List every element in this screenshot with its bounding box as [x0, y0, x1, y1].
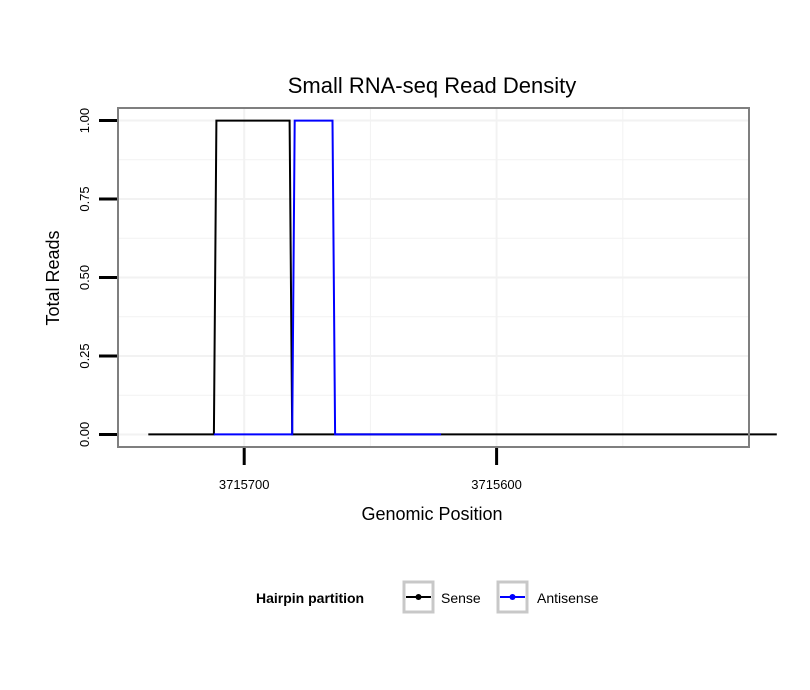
x-tick-label: 3715600	[471, 477, 522, 492]
y-axis: 0.00 0.25 0.50 0.75 1.00	[77, 108, 117, 447]
plot-panel-border	[117, 107, 750, 448]
y-tick-label: 1.00	[77, 108, 92, 133]
y-tick-label: 0.25	[77, 343, 92, 368]
x-axis: 3715700 3715600	[219, 448, 522, 492]
series-line-antisense	[213, 119, 442, 436]
y-axis-title: Total Reads	[43, 230, 63, 325]
y-tick-label: 0.50	[77, 265, 92, 290]
legend-title: Hairpin partition	[256, 590, 364, 606]
chart-title: Small RNA-seq Read Density	[288, 73, 577, 98]
legend-label-antisense: Antisense	[537, 590, 599, 606]
series-group	[148, 119, 777, 436]
legend-item-antisense: Antisense	[496, 580, 599, 614]
legend-label-sense: Sense	[441, 590, 481, 606]
legend: Hairpin partition Sense Antisense	[256, 580, 599, 614]
legend-item-sense: Sense	[402, 580, 481, 614]
legend-point-antisense	[509, 594, 516, 600]
y-tick-label: 0.75	[77, 186, 92, 211]
grid	[118, 108, 749, 447]
legend-point-sense	[415, 594, 422, 600]
y-tick-label: 0.00	[77, 422, 92, 447]
x-axis-title: Genomic Position	[361, 504, 502, 524]
x-tick-label: 3715700	[219, 477, 270, 492]
